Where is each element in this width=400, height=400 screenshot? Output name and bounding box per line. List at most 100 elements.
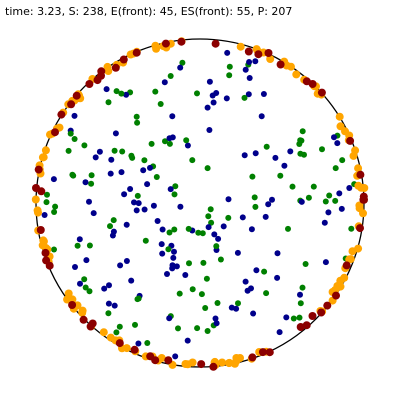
blue-particle: [169, 113, 176, 120]
green-particle: [74, 242, 81, 249]
front-dark-particle: [45, 261, 54, 270]
blue-particle: [131, 199, 137, 206]
blue-particle: [287, 148, 294, 155]
blue-particle: [262, 213, 269, 220]
green-particle: [207, 206, 214, 213]
front-orange-particle: [33, 206, 42, 215]
green-particle: [226, 72, 233, 79]
green-particle: [70, 172, 77, 179]
front-orange-particle: [354, 164, 363, 173]
blue-particle: [106, 282, 112, 289]
green-particle: [176, 290, 183, 297]
green-particle: [81, 276, 88, 283]
green-particle: [225, 214, 232, 221]
front-dark-particle: [356, 170, 365, 179]
blue-particle: [135, 340, 142, 347]
blue-particle: [250, 310, 257, 317]
status-readout: time: 3.23, S: 238, E(front): 45, ES(fro…: [5, 5, 293, 18]
green-particle: [135, 295, 142, 302]
front-dark-particle: [151, 356, 160, 365]
front-orange-particle: [151, 41, 160, 50]
front-orange-particle: [359, 209, 367, 218]
green-particle: [298, 137, 305, 144]
blue-particle: [83, 257, 90, 264]
front-orange-particle: [188, 358, 197, 367]
blue-particle: [111, 302, 118, 309]
front-orange-particle: [31, 195, 40, 204]
blue-particle: [154, 218, 161, 224]
green-particle: [157, 101, 164, 107]
front-orange-particle: [181, 360, 190, 368]
blue-particle: [210, 99, 217, 106]
front-dark-particle: [317, 88, 326, 97]
blue-particle: [322, 259, 329, 266]
green-particle: [111, 147, 118, 154]
blue-particle: [334, 140, 341, 147]
front-orange-particle: [63, 295, 72, 304]
front-dark-particle: [302, 321, 311, 330]
blue-particle: [108, 156, 115, 163]
green-particle: [172, 183, 179, 190]
green-particle: [251, 194, 258, 201]
blue-particle: [223, 95, 230, 102]
front-dark-particle: [342, 261, 351, 270]
blue-particle: [233, 305, 240, 312]
blue-particle: [164, 271, 170, 277]
front-dark-particle: [164, 356, 173, 365]
green-particle: [171, 191, 178, 198]
blue-particle: [184, 142, 191, 149]
blue-particle: [169, 262, 176, 269]
blue-particle: [172, 353, 179, 360]
e-front-value: 45: [159, 5, 174, 18]
blue-particle: [211, 231, 218, 238]
blue-particle: [123, 91, 130, 98]
front-orange-particle: [354, 244, 363, 253]
green-particle: [153, 174, 160, 180]
green-particle: [310, 183, 317, 190]
front-dark-particle: [244, 47, 253, 56]
blue-particle: [171, 248, 177, 255]
blue-particle: [121, 191, 128, 198]
blue-particle: [215, 235, 222, 242]
green-particle: [332, 197, 339, 204]
blue-particle: [298, 198, 305, 205]
front-orange-particle: [335, 112, 344, 121]
green-particle: [118, 90, 125, 97]
front-dark-particle: [32, 184, 40, 192]
time-value: 3.23: [37, 5, 62, 18]
blue-particle: [234, 249, 241, 256]
green-particle: [189, 286, 196, 293]
green-particle: [129, 154, 136, 161]
green-particle: [226, 63, 233, 70]
blue-particle: [159, 226, 166, 233]
es-front-label: ES(front):: [180, 5, 234, 18]
green-particle: [214, 300, 221, 306]
p-label: P:: [257, 5, 268, 18]
green-particle: [194, 90, 200, 97]
blue-particle: [252, 150, 259, 157]
front-orange-particle: [41, 146, 50, 155]
front-dark-particle: [88, 319, 97, 328]
green-particle: [44, 191, 50, 198]
blue-particle: [90, 210, 97, 217]
green-particle: [165, 246, 172, 253]
green-particle: [289, 183, 296, 190]
front-dark-particle: [346, 136, 355, 145]
front-orange-particle: [236, 42, 245, 51]
front-dark-particle: [111, 63, 120, 72]
green-particle: [86, 242, 93, 249]
green-particle: [195, 229, 202, 236]
blue-particle: [220, 223, 227, 230]
blue-particle: [239, 214, 246, 221]
blue-particle: [170, 254, 177, 261]
front-orange-particle: [292, 70, 301, 79]
green-particle: [332, 165, 339, 172]
green-particle: [296, 314, 303, 321]
blue-particle: [269, 196, 275, 203]
green-particle: [305, 194, 312, 201]
blue-particle: [297, 291, 303, 298]
green-particle: [204, 328, 211, 334]
green-particle: [67, 130, 74, 137]
green-particle: [200, 259, 207, 266]
front-orange-particle: [287, 62, 295, 71]
